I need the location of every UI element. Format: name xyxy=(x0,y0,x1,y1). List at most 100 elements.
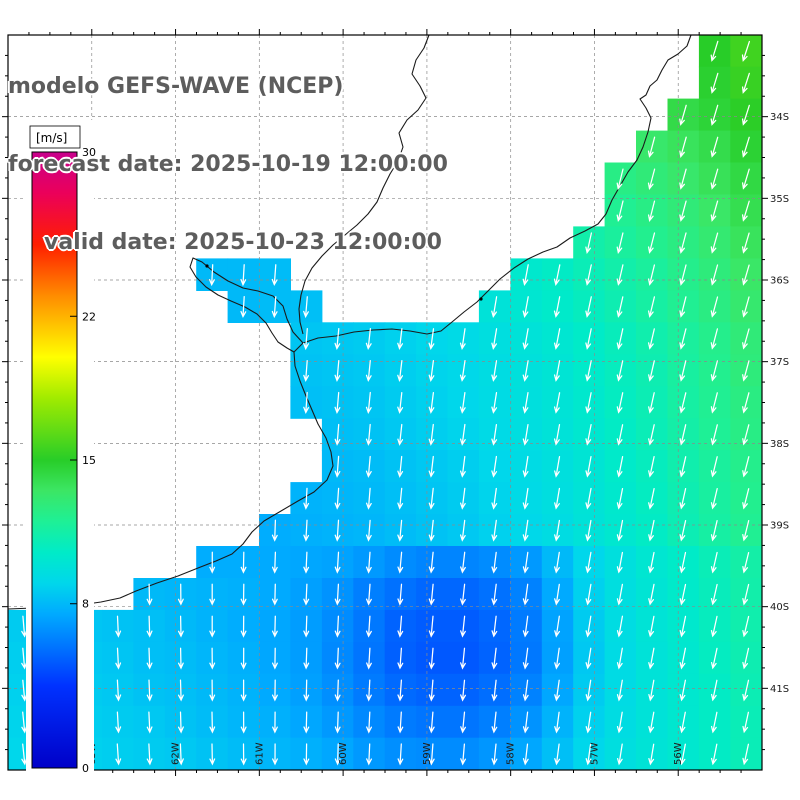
wind-arrow xyxy=(491,296,498,318)
wind-arrow xyxy=(553,264,561,286)
wind-arrow xyxy=(334,615,341,638)
wind-arrow xyxy=(554,711,561,734)
colorbar-tick-label: 8 xyxy=(82,598,89,611)
wind-arrow xyxy=(303,711,310,734)
wind-arrow xyxy=(741,200,750,222)
wind-arrow xyxy=(585,296,592,318)
wind-arrow xyxy=(491,615,498,638)
coastline-path xyxy=(7,34,692,610)
wind-arrow xyxy=(742,456,750,478)
wind-arrow xyxy=(710,647,718,670)
wind-arrow xyxy=(554,647,561,670)
wind-arrow xyxy=(460,711,467,734)
wind-arrow xyxy=(616,519,624,542)
wind-arrow xyxy=(741,168,750,190)
wind-arrow xyxy=(491,455,498,478)
wind-arrow xyxy=(742,551,750,574)
wind-arrow xyxy=(177,711,184,734)
colorbar-tick-label: 0 xyxy=(82,762,89,775)
lat-label: 38S xyxy=(770,439,789,450)
wind-arrow xyxy=(647,296,656,318)
wind-arrow xyxy=(679,360,687,382)
wind-arrow xyxy=(710,392,718,414)
wind-arrow xyxy=(679,200,687,222)
wind-arrow xyxy=(648,519,655,542)
wind-arrow xyxy=(679,328,687,350)
wind-arrow xyxy=(428,328,435,350)
wind-arrow xyxy=(585,232,593,254)
wind-arrow xyxy=(679,615,687,638)
wind-arrow xyxy=(365,359,372,382)
wind-arrow xyxy=(585,392,592,414)
wind-arrow xyxy=(491,679,498,702)
wind-arrow xyxy=(647,168,656,190)
lon-label: 59W xyxy=(422,742,433,765)
wind-arrow xyxy=(710,104,719,126)
wind-arrow xyxy=(397,487,404,510)
wind-arrow xyxy=(741,72,750,94)
wind-arrow xyxy=(209,711,216,734)
wind-arrow xyxy=(554,551,560,574)
wind-arrow xyxy=(616,264,624,286)
wind-arrow xyxy=(616,200,624,222)
wind-arrow xyxy=(491,487,498,510)
wind-arrow xyxy=(209,647,216,670)
wind-arrow xyxy=(397,359,404,382)
wind-arrow xyxy=(710,487,718,510)
wind-arrow xyxy=(365,487,372,510)
wind-arrow xyxy=(742,615,750,638)
wind-arrow xyxy=(522,583,529,606)
lon-label: 57W xyxy=(589,742,600,765)
wind-arrow xyxy=(648,487,655,510)
wind-arrow xyxy=(742,519,750,542)
wind-arrow xyxy=(334,423,341,446)
wind-arrow xyxy=(710,615,718,638)
wind-arrow xyxy=(585,743,592,766)
wind-arrow xyxy=(742,296,750,318)
lon-label: 61W xyxy=(254,742,265,765)
wind-arrow xyxy=(648,743,655,766)
coastline-path xyxy=(189,257,304,353)
wind-arrow xyxy=(616,232,624,254)
wind-arrow xyxy=(428,423,435,446)
wind-arrow xyxy=(679,392,687,414)
wind-arrow xyxy=(177,615,184,638)
wind-arrow xyxy=(428,359,435,382)
wind-arrow xyxy=(616,647,623,670)
wind-arrow xyxy=(679,711,686,734)
wind-arrow xyxy=(648,360,655,382)
title-block: modelo GEFS-WAVE (NCEP) forecast date: 2… xyxy=(8,22,448,308)
wind-arrow xyxy=(21,615,28,638)
wind-arrow xyxy=(648,392,655,414)
wind-arrow xyxy=(365,391,372,414)
lat-label: 37S xyxy=(770,357,789,368)
wind-arrow xyxy=(741,104,750,126)
wind-arrow xyxy=(428,583,435,606)
wind-arrow xyxy=(553,392,561,414)
wind-arrow xyxy=(585,679,592,702)
wind-arrow xyxy=(397,455,404,478)
wind-arrow xyxy=(616,743,623,766)
wind-arrow xyxy=(616,296,624,318)
wind-arrow xyxy=(240,583,247,606)
wind-arrow xyxy=(585,551,592,574)
wind-arrow xyxy=(271,583,278,606)
wind-arrow xyxy=(648,615,655,638)
wind-arrow xyxy=(742,647,750,670)
wind-arrow xyxy=(334,647,341,670)
lat-label: 39S xyxy=(770,521,789,532)
wind-arrow xyxy=(585,615,592,638)
wind-arrow xyxy=(679,264,687,286)
wind-arrow xyxy=(365,519,372,542)
colorbar-tick-label: 30 xyxy=(82,146,96,159)
lon-label: 60W xyxy=(338,742,349,765)
lon-label: 58W xyxy=(506,742,517,765)
wind-arrow xyxy=(710,264,719,286)
wind-arrow xyxy=(679,551,687,574)
wind-arrow xyxy=(522,487,529,510)
wind-arrow xyxy=(522,328,529,350)
wind-arrow xyxy=(648,583,655,606)
wind-arrow xyxy=(679,679,687,702)
wind-arrow xyxy=(334,455,341,478)
